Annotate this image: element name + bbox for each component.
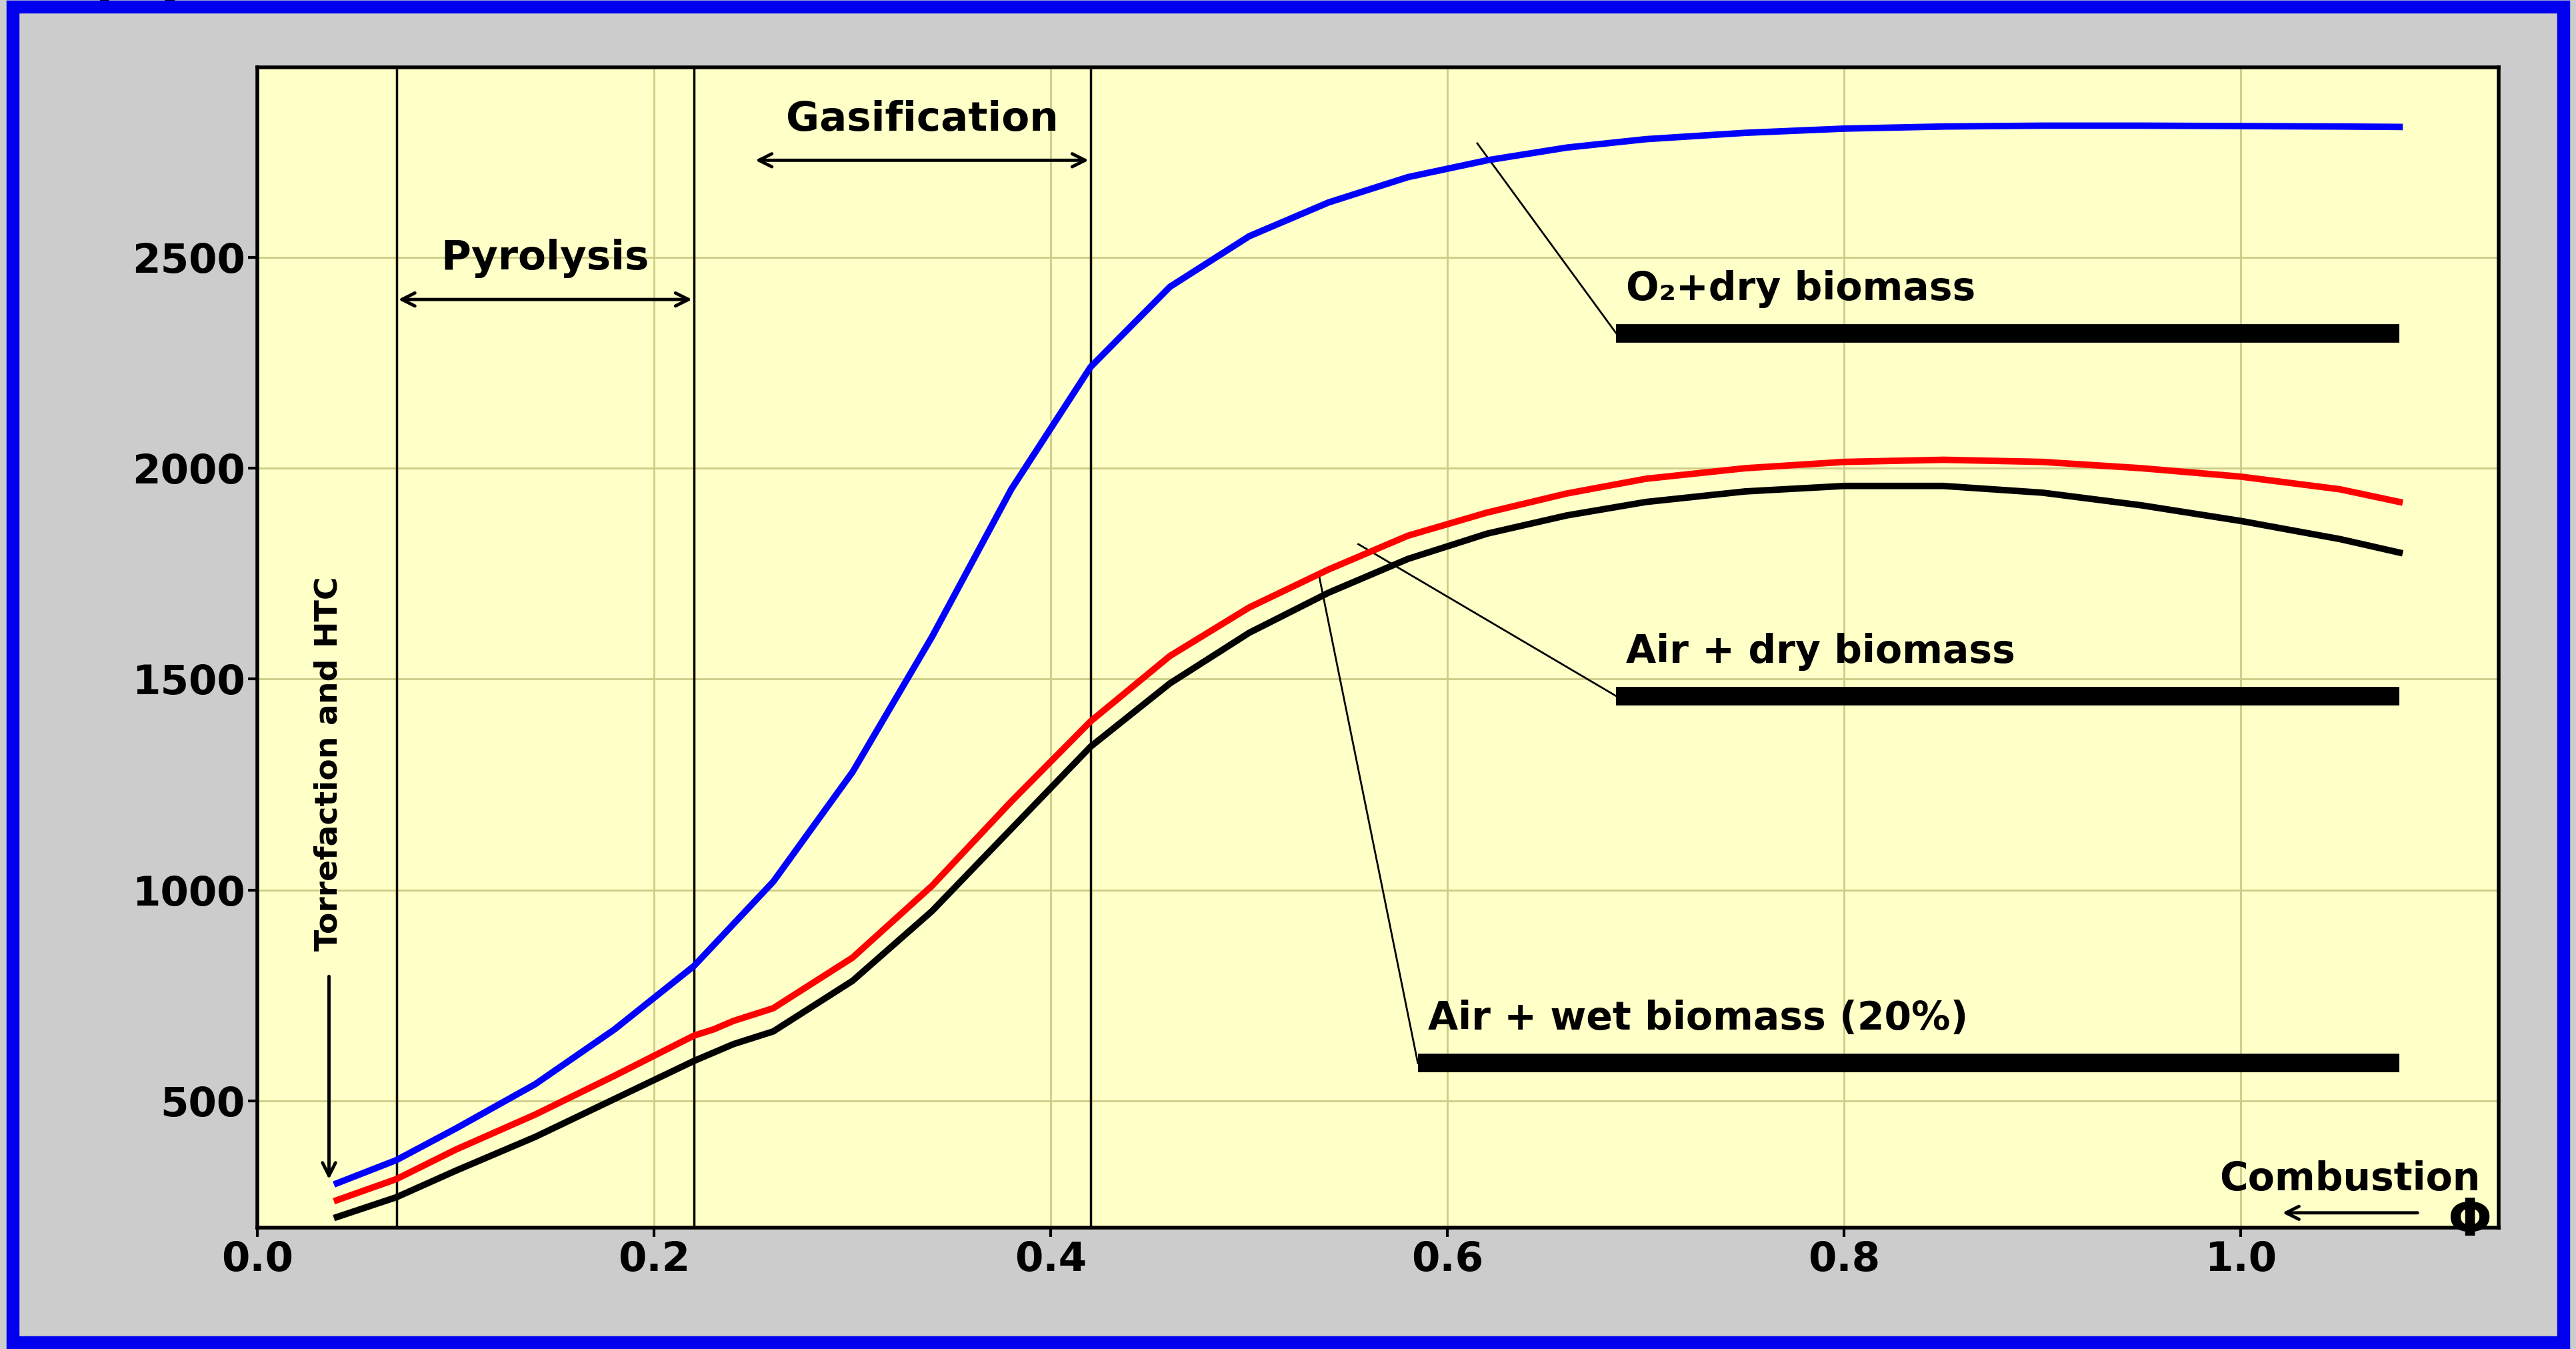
Text: Air + wet biomass (20%): Air + wet biomass (20%) bbox=[1427, 1000, 1968, 1037]
Text: Combustion: Combustion bbox=[2221, 1160, 2481, 1198]
Text: T °C: T °C bbox=[90, 0, 198, 22]
Text: Air + dry biomass: Air + dry biomass bbox=[1625, 633, 2014, 670]
Text: Gasification: Gasification bbox=[786, 100, 1059, 139]
Text: O₂+dry biomass: O₂+dry biomass bbox=[1625, 270, 1976, 308]
Text: $\mathbf{\Phi}$: $\mathbf{\Phi}$ bbox=[2447, 1197, 2491, 1246]
Text: Torrefaction and HTC: Torrefaction and HTC bbox=[314, 576, 345, 951]
Text: Pyrolysis: Pyrolysis bbox=[440, 239, 649, 278]
